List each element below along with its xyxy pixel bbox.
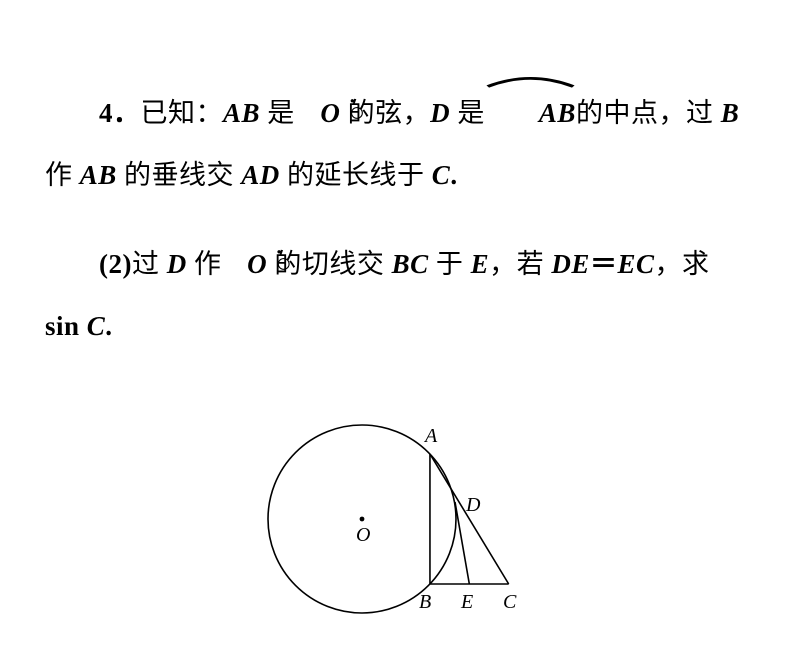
- problem-part2: (2)过 D 作○· O 的切线交 BC 于 E，若 DE＝EC，求 sin C…: [45, 233, 749, 357]
- segment-ec: EC: [617, 249, 654, 279]
- svg-text:E: E: [460, 591, 473, 613]
- segment-ad: AD: [241, 160, 280, 190]
- text: 是: [450, 98, 485, 128]
- sin-func: sin: [45, 311, 87, 341]
- geometry-figure: A B D E C O: [237, 374, 557, 649]
- text: 的垂线交: [117, 160, 242, 190]
- angle-c: C: [87, 311, 106, 341]
- equals: ＝: [590, 249, 618, 279]
- arc-ab: AB: [485, 82, 576, 144]
- svg-text:C: C: [503, 591, 517, 613]
- point-d: D: [430, 98, 450, 128]
- center-o: O: [320, 98, 340, 128]
- odot-dot: ·: [295, 77, 321, 127]
- segment-bc: BC: [392, 249, 429, 279]
- figure-container: A B D E C O: [45, 374, 749, 654]
- segment-ab: AB: [80, 160, 117, 190]
- text: .: [105, 311, 112, 341]
- odot-dot: ·: [221, 228, 247, 278]
- text: 的延长线于: [280, 160, 432, 190]
- problem-number: 4．: [99, 98, 141, 128]
- text: 是: [260, 98, 295, 128]
- point-d2: D: [167, 249, 187, 279]
- part-label: (2): [99, 249, 132, 279]
- center-o2: O: [247, 249, 267, 279]
- text: ，若: [489, 249, 551, 279]
- svg-text:O: O: [356, 524, 370, 546]
- svg-text:D: D: [465, 494, 481, 516]
- text: 于: [429, 249, 471, 279]
- segment-de: DE: [551, 249, 590, 279]
- svg-text:A: A: [423, 425, 438, 447]
- point-b: B: [721, 98, 740, 128]
- text: 作: [45, 160, 80, 190]
- problem-stem: 4．已知：AB 是○· O 的弦，D 是AB的中点，过 B 作 AB 的垂线交 …: [45, 82, 749, 206]
- text: 已知：: [141, 98, 224, 128]
- text: 过: [132, 249, 167, 279]
- point-e: E: [471, 249, 490, 279]
- chord-ab: AB: [223, 98, 260, 128]
- text: ，求: [654, 249, 709, 279]
- circle-symbol: ○·: [295, 82, 321, 144]
- text: .: [450, 160, 457, 190]
- svg-text:B: B: [419, 591, 431, 613]
- text: 的中点，过: [576, 98, 721, 128]
- arc-ab-text: AB: [539, 98, 576, 128]
- text: 作: [187, 249, 222, 279]
- point-c: C: [432, 160, 451, 190]
- circle-symbol: ○·: [221, 233, 247, 295]
